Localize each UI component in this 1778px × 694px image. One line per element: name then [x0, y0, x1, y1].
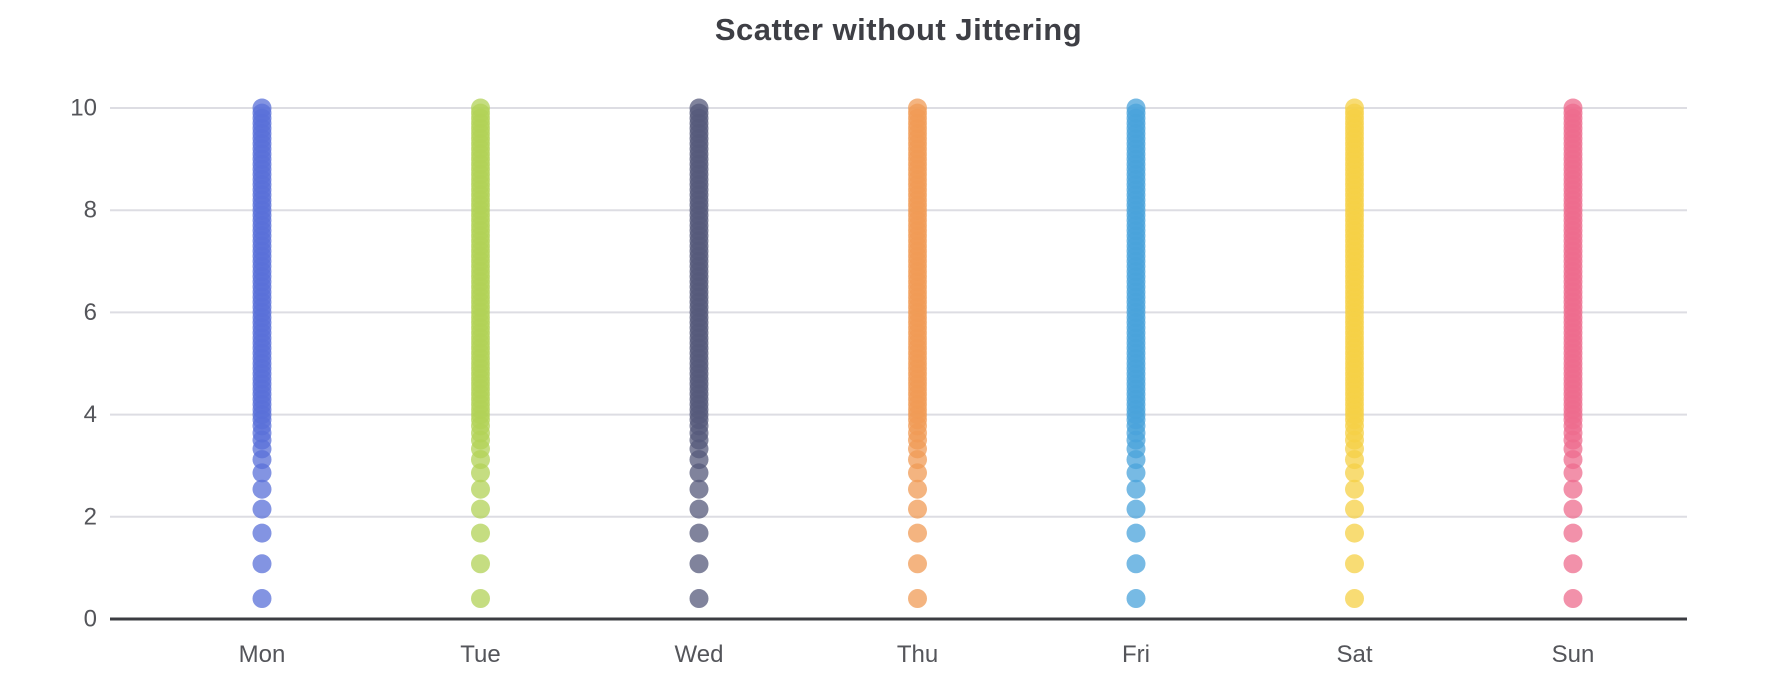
scatter-dot [1126, 589, 1146, 609]
scatter-dot [908, 463, 927, 483]
x-axis-category-label: Wed [675, 641, 724, 668]
scatter-dot [252, 98, 272, 118]
scatter-dot [471, 523, 490, 543]
day-column-sun [1563, 98, 1583, 609]
scatter-dot [689, 499, 709, 519]
scatter-dot [908, 554, 927, 574]
scatter-dot [1345, 523, 1364, 543]
day-column-tue [471, 98, 490, 609]
scatter-dot [1563, 523, 1583, 543]
day-column-mon [252, 98, 272, 609]
y-axis-tick-label: 4 [84, 401, 97, 428]
scatter-dot [1345, 463, 1364, 483]
scatter-dot [689, 479, 709, 499]
x-axis-category-label: Sat [1336, 641, 1372, 668]
y-axis-tick-label: 2 [84, 503, 97, 530]
scatter-dot [471, 554, 490, 574]
x-axis-category-label: Mon [239, 641, 286, 668]
scatter-dot [1563, 554, 1583, 574]
scatter-dot [1345, 554, 1364, 574]
scatter-dot [1126, 499, 1146, 519]
scatter-dot [689, 523, 709, 543]
day-column-thu [908, 98, 927, 609]
x-axis-category-label: Fri [1122, 641, 1150, 668]
scatter-dot [252, 523, 272, 543]
day-column-sat [1345, 98, 1364, 609]
scatter-dot [471, 589, 490, 609]
scatter-dot [1563, 589, 1583, 609]
scatter-dot [252, 499, 272, 519]
scatter-dot [1126, 463, 1146, 483]
x-axis-category-label: Tue [460, 641, 500, 668]
scatter-dot [1126, 98, 1146, 118]
scatter-dot [1345, 589, 1364, 609]
y-axis-tick-label: 0 [84, 606, 97, 633]
scatter-dot [1126, 523, 1146, 543]
scatter-dot [471, 98, 490, 118]
y-axis-tick-label: 8 [84, 197, 97, 224]
scatter-dot [689, 98, 709, 118]
day-column-fri [1126, 98, 1146, 609]
scatter-dot [908, 98, 927, 118]
x-axis-category-label: Thu [897, 641, 938, 668]
scatter-dot [1345, 499, 1364, 519]
scatter-dot [1563, 479, 1583, 499]
scatter-dot [689, 554, 709, 574]
scatter-dot [1563, 499, 1583, 519]
scatter-dot [1345, 479, 1364, 499]
scatter-dot [1563, 463, 1583, 483]
x-axis-category-label: Sun [1552, 641, 1595, 668]
scatter-dot [908, 589, 927, 609]
y-axis-tick-label: 10 [70, 95, 97, 122]
scatter-dot [689, 463, 709, 483]
scatter-dot [1345, 98, 1364, 118]
chart-title: Scatter without Jittering [714, 12, 1083, 47]
scatter-dot [471, 499, 490, 519]
scatter-dot [252, 554, 272, 574]
scatter-dot [908, 479, 927, 499]
scatter-dot [908, 499, 927, 519]
scatter-dot [252, 589, 272, 609]
scatter-dot [1563, 98, 1583, 118]
y-axis-tick-label: 6 [84, 299, 97, 326]
scatter-dot [471, 463, 490, 483]
scatter-dot [908, 523, 927, 543]
scatter-dot [471, 479, 490, 499]
scatter-dot [1126, 554, 1146, 574]
scatter-dot [252, 479, 272, 499]
scatter-dot [1126, 479, 1146, 499]
scatter-dot [689, 589, 709, 609]
scatter-dot [252, 463, 272, 483]
day-column-wed [689, 98, 709, 609]
